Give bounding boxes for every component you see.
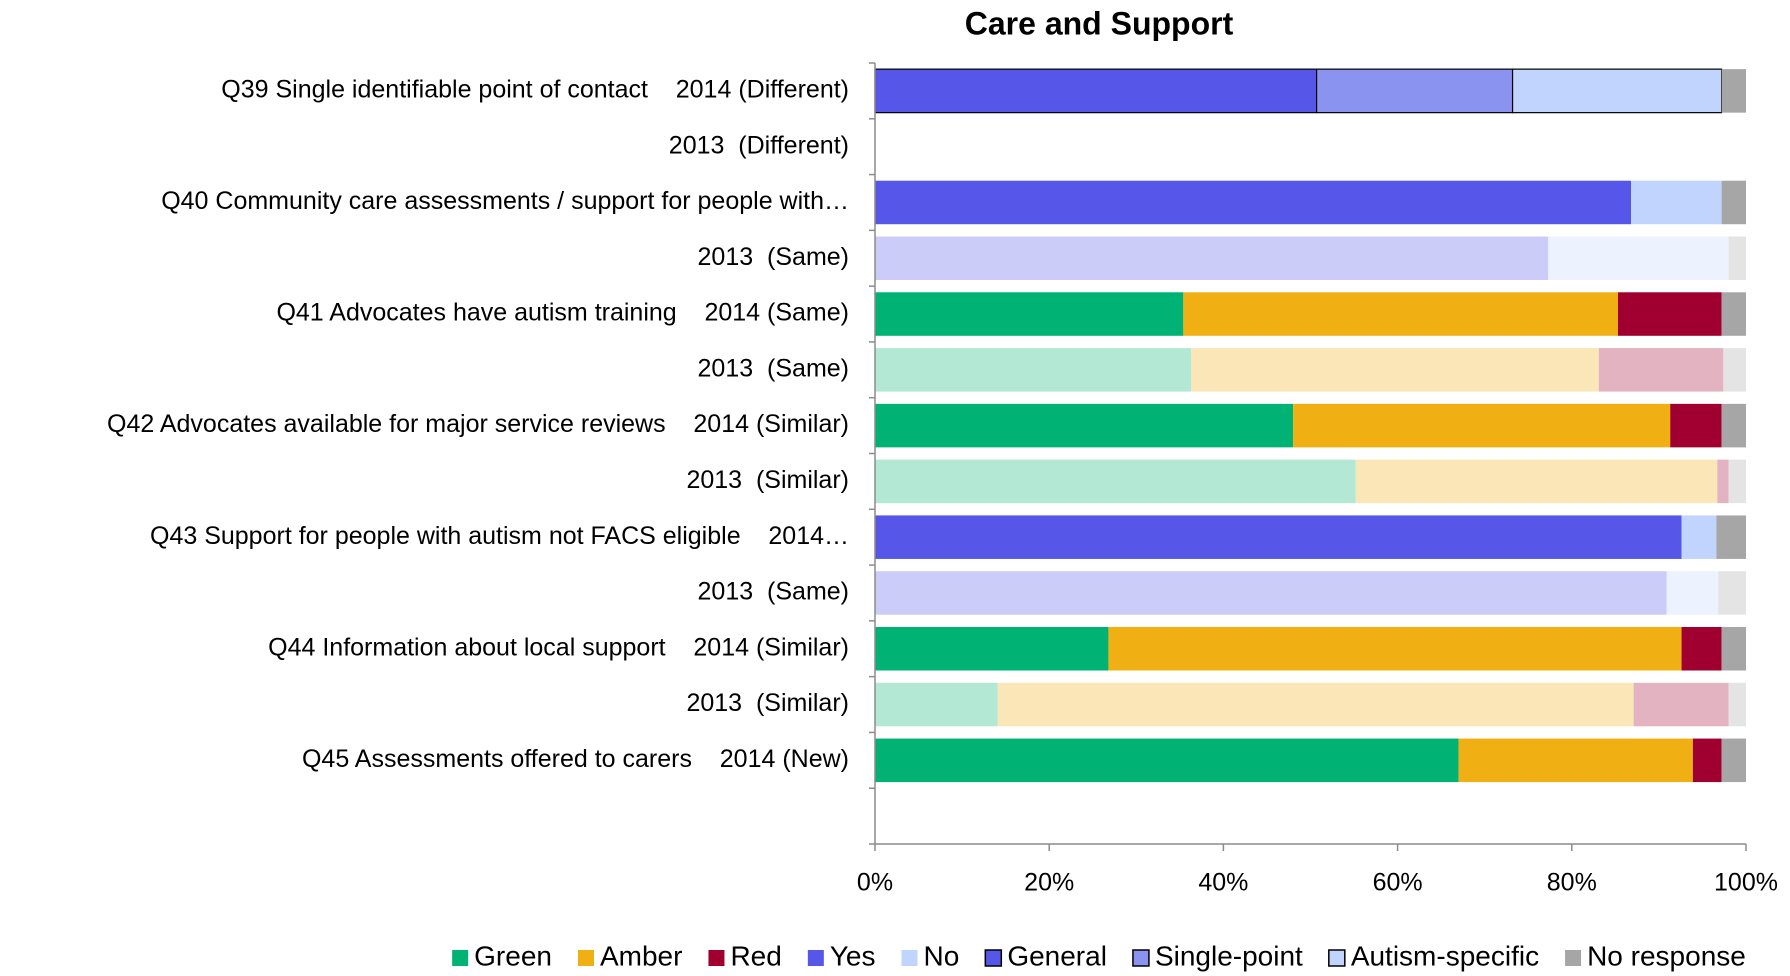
y-tick-label: 2013 (Similar) bbox=[686, 466, 849, 494]
bar-segment bbox=[1723, 348, 1746, 392]
y-tick-label: Q41 Advocates have autism training 2014 … bbox=[276, 299, 849, 327]
bar-segment bbox=[875, 348, 1192, 392]
legend-swatch bbox=[1132, 949, 1150, 967]
legend-swatch bbox=[1328, 949, 1346, 967]
bar-segment bbox=[1717, 459, 1729, 504]
x-tick-label: 0% bbox=[857, 869, 893, 897]
x-tick-label: 80% bbox=[1547, 869, 1597, 897]
bar-segment bbox=[1598, 348, 1724, 392]
bar-segment bbox=[1293, 403, 1671, 448]
y-tick-label: 2013 (Different) bbox=[669, 131, 849, 159]
bar-segment bbox=[875, 180, 1632, 225]
bar-segment bbox=[1315, 68, 1514, 114]
legend-label: Autism-specific bbox=[1351, 940, 1539, 971]
legend-swatch bbox=[452, 950, 469, 966]
bar-segment bbox=[875, 626, 1109, 671]
bar-segment bbox=[875, 515, 1682, 559]
x-tick-label: 40% bbox=[1198, 869, 1248, 897]
bar-segment bbox=[875, 738, 1459, 783]
bar-segment bbox=[875, 571, 1667, 615]
legend-swatch bbox=[984, 949, 1003, 967]
bar-segment bbox=[1666, 571, 1719, 615]
legend-label: General bbox=[1007, 940, 1107, 971]
y-tick-label: Q43 Support for people with autism not F… bbox=[150, 522, 849, 550]
bar-segment bbox=[1670, 403, 1722, 448]
bar-segment bbox=[1191, 348, 1599, 392]
x-tick-label: 20% bbox=[1024, 869, 1074, 897]
bar-segment bbox=[1721, 738, 1746, 783]
legend-label: No bbox=[924, 940, 960, 971]
bar-segment bbox=[1721, 626, 1746, 671]
y-tick-label: 2013 (Similar) bbox=[686, 689, 849, 717]
bar-segment bbox=[875, 459, 1356, 504]
bar-segment bbox=[1728, 459, 1746, 504]
bar-segment bbox=[875, 403, 1294, 448]
x-tick-label: 60% bbox=[1373, 869, 1423, 897]
bar-segment bbox=[875, 682, 998, 727]
bar-segment bbox=[875, 292, 1184, 336]
legend-label: Amber bbox=[600, 940, 682, 971]
bar-segment bbox=[1511, 68, 1723, 114]
legend-label: Yes bbox=[830, 940, 876, 971]
bar-segment bbox=[1728, 682, 1746, 727]
bar-segment bbox=[1721, 180, 1746, 225]
y-tick-label: Q42 Advocates available for major servic… bbox=[107, 410, 849, 438]
y-tick-label: Q40 Community care assessments / support… bbox=[161, 187, 849, 215]
bar-segment bbox=[1692, 738, 1722, 783]
legend-label: Single-point bbox=[1155, 940, 1303, 971]
y-tick-label: Q39 Single identifiable point of contact… bbox=[221, 76, 849, 104]
bar-segment bbox=[1633, 682, 1729, 727]
y-tick-label: 2013 (Same) bbox=[698, 243, 849, 271]
legend-swatch bbox=[807, 950, 824, 966]
bar-segment bbox=[1716, 515, 1746, 559]
bar-segment bbox=[1617, 292, 1722, 336]
bar-segment bbox=[1183, 292, 1618, 336]
y-tick-label: 2013 (Same) bbox=[698, 578, 849, 606]
bar-segment bbox=[1108, 626, 1682, 671]
bar-segment bbox=[875, 236, 1549, 281]
legend-swatch bbox=[901, 950, 918, 966]
bar-segment bbox=[1718, 571, 1746, 615]
legend-swatch bbox=[708, 950, 725, 966]
bar-segment bbox=[1721, 69, 1746, 113]
bar-segment bbox=[1721, 292, 1746, 336]
legend-label: Green bbox=[474, 940, 552, 971]
bar-segment bbox=[1355, 459, 1718, 504]
y-tick-label: 2013 (Same) bbox=[698, 354, 849, 382]
legend-swatch bbox=[577, 950, 594, 966]
bar-segment bbox=[1681, 626, 1722, 671]
bar-segment bbox=[874, 68, 1318, 114]
bar-segment bbox=[1458, 738, 1693, 783]
bar-segment bbox=[997, 682, 1634, 727]
chart-title: Care and Support bbox=[965, 5, 1234, 41]
legend-swatch bbox=[1565, 950, 1582, 966]
legend-label: No response bbox=[1587, 940, 1746, 971]
bar-segment bbox=[1548, 236, 1729, 281]
bar-segment bbox=[1728, 236, 1746, 281]
legend-label: Red bbox=[730, 940, 781, 971]
bar-segment bbox=[1681, 515, 1717, 559]
bar-segment bbox=[1721, 403, 1746, 448]
y-tick-label: Q45 Assessments offered to carers 2014 (… bbox=[302, 745, 849, 773]
bar-segment bbox=[1631, 180, 1722, 225]
y-tick-label: Q44 Information about local support 2014… bbox=[268, 633, 849, 661]
x-tick-label: 100% bbox=[1714, 869, 1778, 897]
